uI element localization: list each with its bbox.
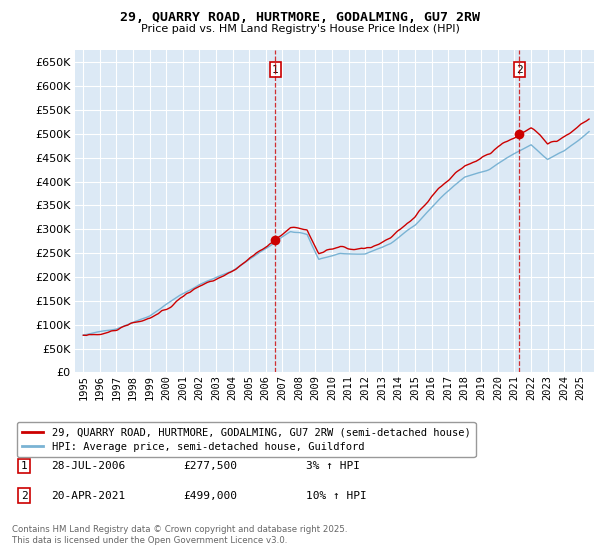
Text: 29, QUARRY ROAD, HURTMORE, GODALMING, GU7 2RW: 29, QUARRY ROAD, HURTMORE, GODALMING, GU… xyxy=(120,11,480,24)
Text: 1: 1 xyxy=(20,461,28,471)
Text: Contains HM Land Registry data © Crown copyright and database right 2025.
This d: Contains HM Land Registry data © Crown c… xyxy=(12,525,347,545)
Text: 20-APR-2021: 20-APR-2021 xyxy=(51,491,125,501)
Text: 1: 1 xyxy=(272,65,278,74)
Text: 28-JUL-2006: 28-JUL-2006 xyxy=(51,461,125,471)
Text: £277,500: £277,500 xyxy=(183,461,237,471)
Text: Price paid vs. HM Land Registry's House Price Index (HPI): Price paid vs. HM Land Registry's House … xyxy=(140,24,460,34)
Text: 10% ↑ HPI: 10% ↑ HPI xyxy=(306,491,367,501)
Legend: 29, QUARRY ROAD, HURTMORE, GODALMING, GU7 2RW (semi-detached house), HPI: Averag: 29, QUARRY ROAD, HURTMORE, GODALMING, GU… xyxy=(17,422,476,457)
Text: £499,000: £499,000 xyxy=(183,491,237,501)
Text: 2: 2 xyxy=(516,65,523,74)
Text: 3% ↑ HPI: 3% ↑ HPI xyxy=(306,461,360,471)
Text: 2: 2 xyxy=(20,491,28,501)
